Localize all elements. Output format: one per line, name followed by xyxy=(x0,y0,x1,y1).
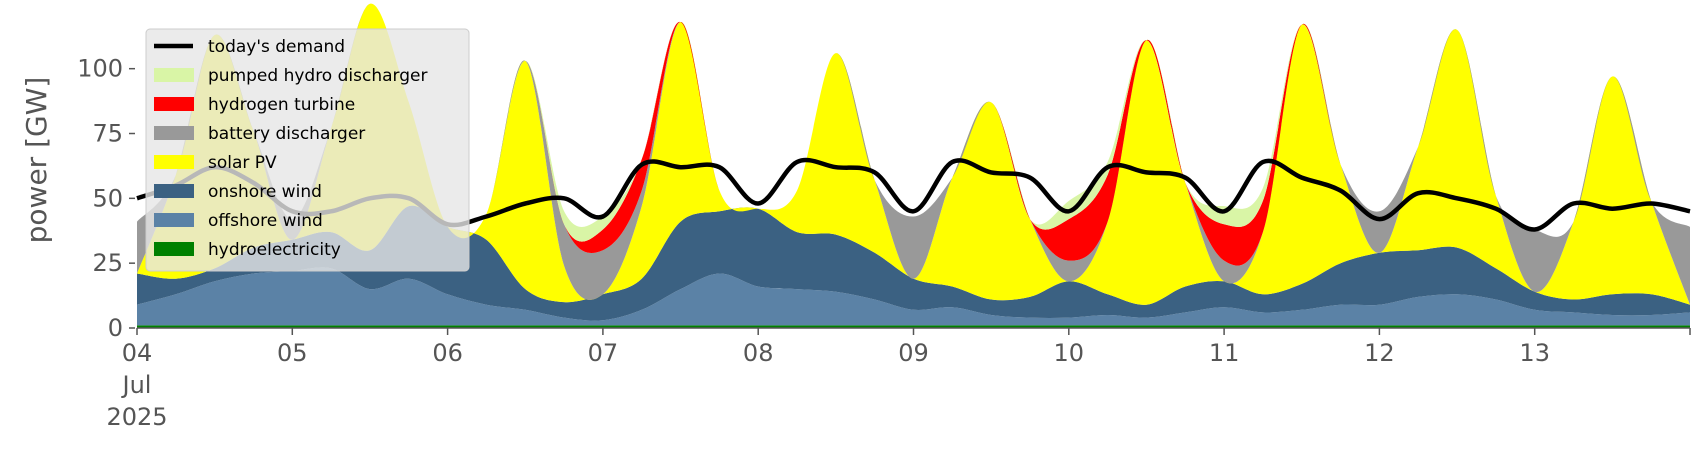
legend-label-onshore-wind: onshore wind xyxy=(208,182,322,202)
x-tick-label: 13 xyxy=(1519,339,1550,367)
legend-swatch-pumped-hydro-discharger xyxy=(154,68,194,82)
y-tick-label: 100 xyxy=(77,55,123,83)
legend-swatch-hydrogen-turbine xyxy=(154,97,194,111)
area-offshore-wind xyxy=(137,267,1690,326)
x-tick-label: 09 xyxy=(898,339,929,367)
legend-label-battery-discharger: battery discharger xyxy=(208,124,365,144)
legend: today's demand pumped hydro discharger hyd… xyxy=(145,28,470,272)
x-tick-label: 08 xyxy=(743,339,774,367)
x-tick-label: 06 xyxy=(432,339,463,367)
x-tick-label: 05 xyxy=(277,339,308,367)
x-tick-label: 04 Jul 2025 xyxy=(106,339,167,431)
area-onshore-wind xyxy=(137,205,1690,321)
y-axis-label: power [GW] xyxy=(20,77,53,244)
legend-swatch-battery-discharger xyxy=(154,126,194,140)
legend-label-today-s-demand: today's demand xyxy=(208,37,345,57)
legend-label-hydrogen-turbine: hydrogen turbine xyxy=(208,95,355,115)
legend-label-hydroelectricity: hydroelectricity xyxy=(208,240,341,260)
x-tick-label: 07 xyxy=(588,339,619,367)
area-solar-pv xyxy=(137,3,1690,305)
legend-swatch-onshore-wind xyxy=(154,184,194,198)
axes: 0 25 50 75 100 04 Jul 2025 05 06 07 08 09 10 11 12 13 xyxy=(77,55,1691,431)
legend-swatch-solar-pv xyxy=(154,155,194,169)
y-tick-label: 50 xyxy=(92,184,123,212)
legend-label-offshore-wind: offshore wind xyxy=(208,211,323,231)
legend-label-solar-pv: solar PV xyxy=(208,153,277,173)
legend-swatch-hydroelectricity xyxy=(154,242,194,256)
legend-box xyxy=(145,28,470,272)
x-tick-label: 11 xyxy=(1209,339,1240,367)
y-tick-label: 0 xyxy=(108,314,123,342)
x-tick-label: 10 xyxy=(1054,339,1085,367)
legend-swatch-offshore-wind xyxy=(154,213,194,227)
y-tick-label: 25 xyxy=(92,249,123,277)
x-tick-label: 12 xyxy=(1364,339,1395,367)
legend-label-pumped-hydro-discharger: pumped hydro discharger xyxy=(208,66,427,86)
area-battery-discharger xyxy=(137,3,1690,305)
stacked-areas xyxy=(137,3,1690,328)
y-tick-label: 75 xyxy=(92,120,123,148)
